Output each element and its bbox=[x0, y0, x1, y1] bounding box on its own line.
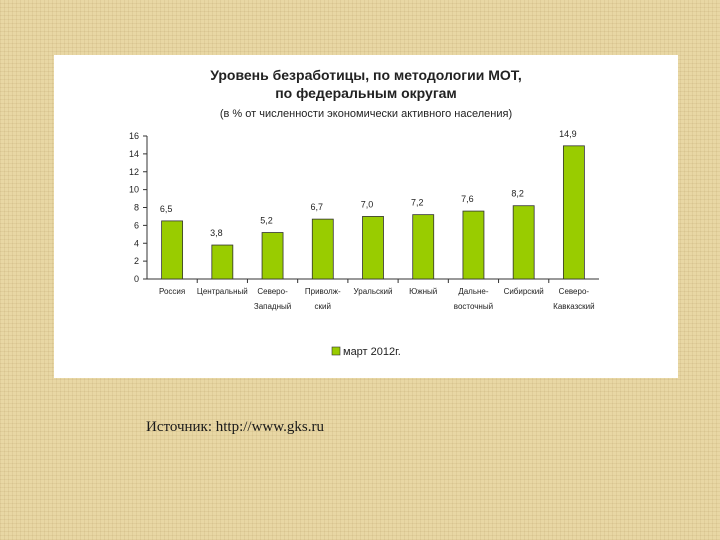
bar bbox=[162, 221, 183, 279]
data-label: 6,5 bbox=[160, 204, 173, 214]
category-label: Уральский bbox=[354, 287, 393, 296]
y-tick-label: 12 bbox=[129, 167, 139, 177]
y-tick-label: 8 bbox=[134, 203, 139, 213]
y-tick-label: 14 bbox=[129, 149, 139, 159]
data-label: 7,6 bbox=[461, 194, 474, 204]
bar bbox=[463, 211, 484, 279]
data-label: 14,9 bbox=[559, 129, 577, 139]
bar bbox=[413, 215, 434, 279]
bar bbox=[513, 206, 534, 279]
y-tick-label: 16 bbox=[129, 131, 139, 141]
y-tick-label: 2 bbox=[134, 256, 139, 266]
category-label: Северо- bbox=[559, 287, 590, 296]
category-label: Кавказский bbox=[553, 302, 594, 311]
category-label: Северо- bbox=[257, 287, 288, 296]
data-label: 8,2 bbox=[511, 189, 524, 199]
bar bbox=[312, 219, 333, 279]
data-label: 7,0 bbox=[361, 199, 374, 209]
data-label: 6,7 bbox=[311, 202, 324, 212]
chart-subtitle: (в % от численности экономически активно… bbox=[220, 108, 512, 120]
bar bbox=[212, 245, 233, 279]
data-label: 5,2 bbox=[260, 216, 273, 226]
category-label: Дальне- bbox=[458, 287, 489, 296]
legend-label: март 2012г. bbox=[343, 346, 401, 358]
source-caption: Источник: http://www.gks.ru bbox=[146, 419, 324, 436]
category-label: ский bbox=[315, 302, 331, 311]
bar bbox=[363, 216, 384, 279]
category-label: Западный bbox=[254, 302, 291, 311]
plot-area: 0 2 4 6 8 10 12 14 16 6,5 Россия 3,8 Центральный 5,2 С… bbox=[129, 129, 599, 311]
bar bbox=[563, 146, 584, 279]
category-label: Сибирский bbox=[504, 287, 544, 296]
category-label: Приволж- bbox=[305, 287, 341, 296]
category-label: Центральный bbox=[197, 287, 248, 296]
y-tick-label: 6 bbox=[134, 220, 139, 230]
bar bbox=[262, 233, 283, 279]
y-tick-label: 10 bbox=[129, 185, 139, 195]
chart-panel: Уровень безработицы, по методологии МОТ,… bbox=[54, 55, 678, 378]
data-label: 3,8 bbox=[210, 228, 223, 238]
y-tick-label: 4 bbox=[134, 238, 139, 248]
chart-title-line1: Уровень безработицы, по методологии МОТ, bbox=[210, 67, 522, 83]
y-tick-label: 0 bbox=[134, 274, 139, 284]
category-label: Россия bbox=[159, 287, 185, 296]
legend-swatch bbox=[332, 347, 340, 355]
chart-title-line2: по федеральным округам bbox=[275, 85, 457, 101]
category-label: восточный bbox=[454, 302, 493, 311]
category-label: Южный bbox=[409, 287, 437, 296]
unemployment-chart: Уровень безработицы, по методологии МОТ,… bbox=[54, 55, 678, 378]
data-label: 7,2 bbox=[411, 198, 424, 208]
